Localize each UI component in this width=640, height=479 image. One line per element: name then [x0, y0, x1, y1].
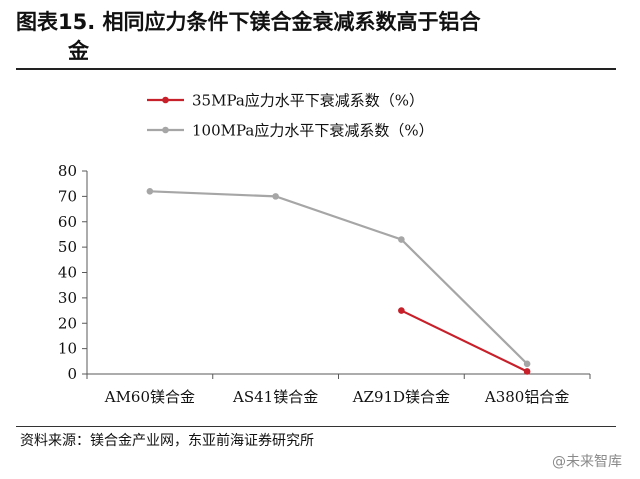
- data-point-35mpa: [523, 368, 531, 375]
- data-point-35mpa: [398, 307, 405, 314]
- legend-label: 35MPa应力水平下衰减系数（%）: [192, 92, 424, 110]
- x-tick-label: A380铝合金: [484, 388, 569, 406]
- y-tick-label: 30: [58, 289, 77, 307]
- watermark: @未来智库: [552, 454, 622, 470]
- data-point-100mpa: [398, 236, 405, 243]
- y-tick-label: 0: [67, 365, 77, 383]
- y-tick-label: 10: [58, 340, 77, 358]
- legend-swatch-marker: [162, 96, 169, 104]
- chart-title-line2: 金: [68, 39, 89, 63]
- x-tick-label: AM60镁合金: [104, 388, 195, 406]
- y-tick-label: 70: [58, 187, 77, 205]
- x-tick-label: AZ91D镁合金: [352, 388, 450, 406]
- data-point-100mpa: [272, 193, 279, 200]
- chart-title-line1: 图表15. 相同应力条件下镁合金衰减系数高于铝合: [16, 10, 481, 34]
- series-line-100mpa: [149, 190, 528, 365]
- y-tick-label: 50: [58, 238, 77, 256]
- series-line-35mpa: [400, 309, 528, 373]
- legend-swatch-marker: [162, 126, 169, 134]
- y-tick-label: 60: [58, 213, 77, 231]
- y-tick-label: 80: [58, 162, 77, 180]
- chart-title: 图表15. 相同应力条件下镁合金衰减系数高于铝合 金: [16, 8, 616, 66]
- y-tick-label: 20: [58, 314, 77, 332]
- title-divider: [16, 68, 616, 70]
- source-note: 资料来源：镁合金产业网，东亚前海证券研究所: [20, 433, 314, 449]
- y-tick-label: 40: [58, 264, 77, 282]
- data-point-100mpa: [146, 188, 154, 195]
- x-tick-label: AS41镁合金: [232, 388, 318, 406]
- source-divider: [16, 426, 616, 427]
- data-point-100mpa: [523, 360, 531, 368]
- legend-label: 100MPa应力水平下衰减系数（%）: [192, 122, 434, 140]
